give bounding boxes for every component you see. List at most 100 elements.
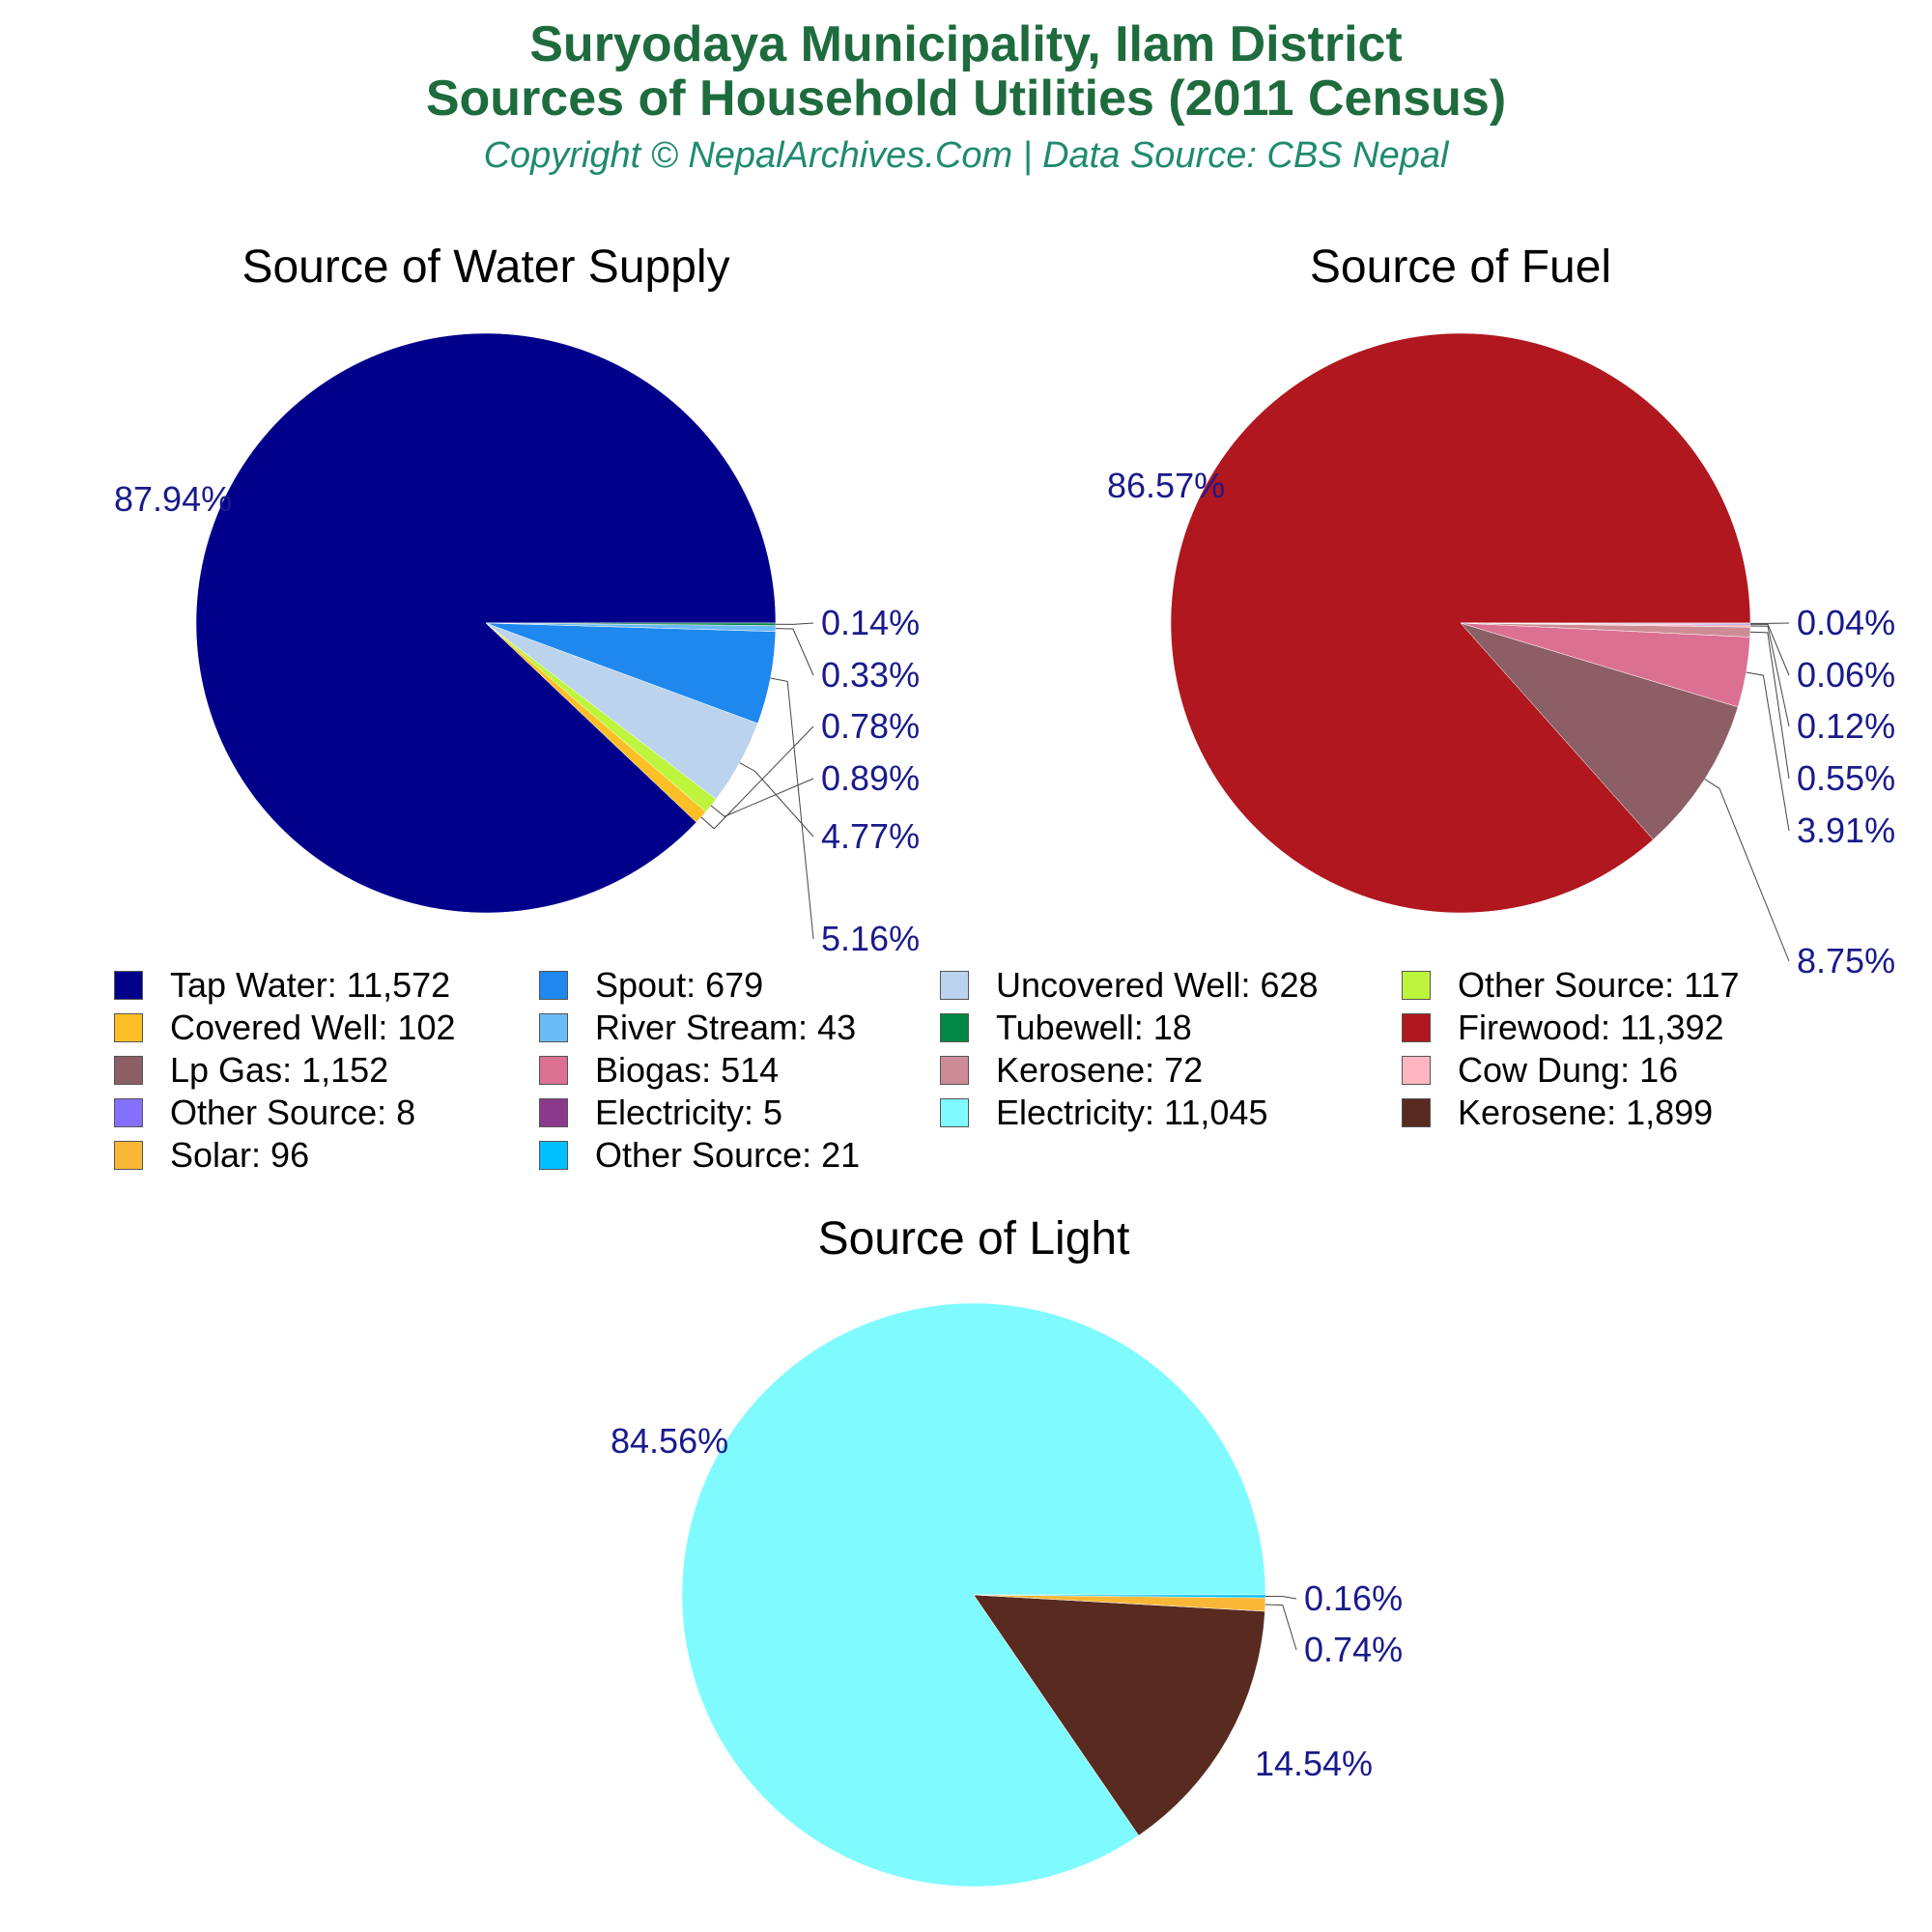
- pie-slice: [195, 332, 777, 914]
- legend-swatch: [940, 1013, 969, 1042]
- legend-item: Cow Dung: 16: [1402, 1050, 1679, 1090]
- pie-slice: [485, 622, 777, 626]
- legend-item: Tubewell: 18: [940, 1008, 1192, 1047]
- legend-item: Uncovered Well: 628: [940, 965, 1319, 1005]
- legend-item: Other Source: 21: [539, 1135, 861, 1175]
- pie-leader-line: [1746, 671, 1790, 832]
- legend-swatch: [1402, 971, 1431, 1000]
- pie-slice-label: 14.54%: [1255, 1744, 1373, 1783]
- pie-slice-label: 0.74%: [1304, 1630, 1403, 1669]
- pie-leader-line: [1704, 779, 1790, 962]
- legend-label: Other Source: 8: [170, 1093, 416, 1132]
- legend-label: Kerosene: 72: [996, 1050, 1204, 1090]
- legend-item: Tap Water: 11,572: [114, 965, 451, 1005]
- legend-swatch: [114, 1141, 143, 1170]
- pie-slice: [973, 1594, 1265, 1836]
- pie-slice-label: 0.06%: [1797, 655, 1895, 695]
- pie-slice-label: 0.14%: [821, 603, 920, 642]
- legend-item: Biogas: 514: [539, 1050, 780, 1090]
- legend-item: Kerosene: 1,899: [1402, 1093, 1714, 1132]
- legend-label: Other Source: 117: [1458, 965, 1740, 1005]
- legend-label: Kerosene: 1,899: [1458, 1093, 1714, 1132]
- legend-label: Electricity: 11,045: [996, 1093, 1268, 1132]
- chart-subtitle: Copyright © NepalArchives.Com | Data Sou…: [483, 135, 1449, 176]
- legend-swatch: [539, 971, 568, 1000]
- legend-swatch: [1402, 1013, 1431, 1042]
- legend-label: Solar: 96: [170, 1135, 310, 1175]
- legend-item: Other Source: 8: [114, 1093, 416, 1132]
- pie-leader-line: [1264, 1596, 1297, 1600]
- pie-slice-label: 5.16%: [821, 919, 920, 958]
- legend-item: Other Source: 117: [1402, 965, 1740, 1005]
- pie-slice-label: 86.57%: [1107, 466, 1225, 505]
- pie-slice-label: 0.89%: [821, 758, 920, 798]
- pie-leader-line: [1749, 631, 1790, 780]
- legend-swatch: [114, 1098, 143, 1127]
- legend-item: Lp Gas: 1,152: [114, 1050, 389, 1090]
- pie-slice-label: 0.33%: [821, 655, 920, 695]
- legend-label: Cow Dung: 16: [1458, 1050, 1679, 1090]
- legend-label: Tap Water: 11,572: [170, 965, 451, 1005]
- legend-swatch: [1402, 1056, 1431, 1085]
- pie-title: Source of Light: [818, 1213, 1130, 1264]
- pie-slice-label: 4.77%: [821, 816, 920, 856]
- legend-swatch: [940, 1098, 969, 1127]
- legend-item: Kerosene: 72: [940, 1050, 1204, 1090]
- pie-chart-2: Source of Fuel 86.57% 8.75% 3.91% 0.55% 0.12%…: [1107, 242, 1895, 980]
- legend-label: Covered Well: 102: [170, 1008, 456, 1047]
- pie-leader-line: [770, 677, 814, 940]
- pie-leader-line: [739, 762, 814, 838]
- legend-label: Biogas: 514: [595, 1050, 780, 1090]
- legend-item: Covered Well: 102: [114, 1008, 456, 1047]
- legend-item: Electricity: 5: [539, 1093, 783, 1132]
- pie-title: Source of Water Supply: [242, 242, 729, 293]
- pie-slice-label: 0.78%: [821, 706, 920, 746]
- legend-label: River Stream: 43: [595, 1008, 857, 1047]
- pie-chart-1: Source of Water Supply 87.94% 0.78% 0.89% 4.…: [114, 242, 920, 958]
- chart-title-line-2: Sources of Household Utilities (2011 Cen…: [425, 71, 1507, 127]
- legend-swatch: [539, 1141, 568, 1170]
- legend-swatch: [940, 971, 969, 1000]
- pie-slice-label: 8.75%: [1797, 941, 1895, 980]
- legend-item: River Stream: 43: [539, 1008, 857, 1047]
- pie-slice: [973, 1594, 1266, 1599]
- legend-label: Spout: 679: [595, 965, 764, 1005]
- pie-leader-line: [710, 778, 814, 817]
- legend-swatch: [114, 1013, 143, 1042]
- legend-label: Tubewell: 18: [996, 1008, 1192, 1047]
- legend-swatch: [539, 1098, 568, 1127]
- legend-item: Spout: 679: [539, 965, 764, 1005]
- chart-title-line-1: Suryodaya Municipality, Ilam District: [529, 16, 1403, 72]
- pie-slice-label: 87.94%: [114, 479, 232, 519]
- pie-leader-line: [775, 628, 814, 676]
- legend-item: Electricity: 11,045: [940, 1093, 1268, 1132]
- pie-leader-line: [1749, 623, 1790, 676]
- legend-item: Firewood: 11,392: [1402, 1008, 1724, 1047]
- pie-chart-3: Source of Light 84.56% 14.54% 0.74% 0.16%: [611, 1213, 1403, 1888]
- pie-leader-line: [700, 725, 814, 830]
- legend-swatch: [114, 1056, 143, 1085]
- pie-slice-label: 3.91%: [1797, 810, 1895, 850]
- legend-swatch: [114, 971, 143, 1000]
- pie-slice-label: 0.16%: [1304, 1578, 1403, 1618]
- legend-label: Uncovered Well: 628: [996, 965, 1319, 1005]
- legend-label: Firewood: 11,392: [1458, 1008, 1724, 1047]
- legend-label: Electricity: 5: [595, 1093, 783, 1132]
- pie-slice-label: 0.12%: [1797, 706, 1895, 746]
- legend-swatch: [1402, 1098, 1431, 1127]
- legend-swatch: [539, 1013, 568, 1042]
- pie-leader-line: [1749, 625, 1790, 727]
- legend-label: Lp Gas: 1,152: [170, 1050, 389, 1090]
- legend-item: Solar: 96: [114, 1135, 310, 1175]
- pie-title: Source of Fuel: [1310, 242, 1611, 293]
- pie-leader-line: [1264, 1604, 1297, 1651]
- pie-slice-label: 0.55%: [1797, 758, 1895, 798]
- pie-slice-label: 0.04%: [1797, 603, 1895, 642]
- chart-header: Suryodaya Municipality, Ilam District So…: [0, 0, 1932, 177]
- pie-slice-label: 84.56%: [611, 1421, 728, 1461]
- legend-label: Other Source: 21: [595, 1135, 861, 1175]
- pie-leader-line: [775, 622, 814, 625]
- legend-swatch: [940, 1056, 969, 1085]
- legend-swatch: [539, 1056, 568, 1085]
